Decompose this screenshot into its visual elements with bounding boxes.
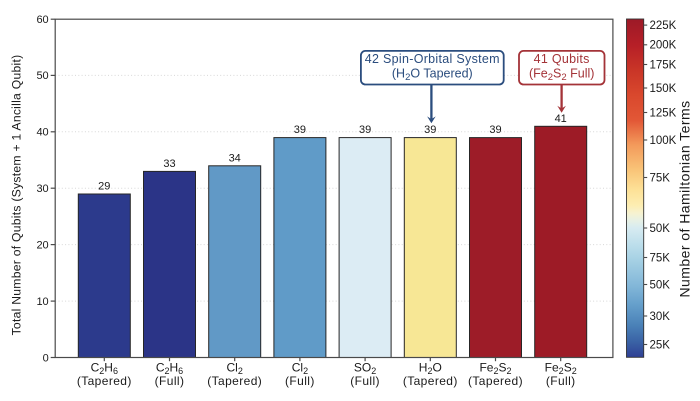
svg-text:(Full): (Full) <box>155 374 185 388</box>
svg-text:SO2: SO2 <box>354 361 376 377</box>
svg-text:34: 34 <box>229 152 241 164</box>
svg-text:41 Qubits: 41 Qubits <box>534 52 590 66</box>
svg-text:Fe2S2: Fe2S2 <box>545 361 577 377</box>
svg-text:(Full): (Full) <box>285 374 315 388</box>
svg-text:30: 30 <box>36 183 48 195</box>
svg-text:41: 41 <box>555 113 567 125</box>
svg-text:30K: 30K <box>650 311 671 323</box>
svg-text:C2H6: C2H6 <box>156 361 183 377</box>
svg-text:125K: 125K <box>650 107 677 119</box>
svg-text:(Tapered): (Tapered) <box>77 374 132 388</box>
svg-text:20: 20 <box>36 239 48 251</box>
svg-text:Number of Hamiltonian Terms: Number of Hamiltonian Terms <box>677 100 693 297</box>
svg-text:(Full): (Full) <box>546 374 576 388</box>
svg-text:(Full): (Full) <box>350 374 380 388</box>
svg-text:(Fe2S2 Full): (Fe2S2 Full) <box>529 67 594 84</box>
svg-text:10: 10 <box>36 296 48 308</box>
svg-text:150K: 150K <box>650 83 677 95</box>
svg-text:175K: 175K <box>650 59 677 71</box>
svg-text:(Tapered): (Tapered) <box>468 374 523 388</box>
svg-text:(H2O Tapered): (H2O Tapered) <box>392 67 473 84</box>
svg-text:39: 39 <box>424 124 436 136</box>
svg-text:40: 40 <box>36 127 48 139</box>
svg-text:75K: 75K <box>650 252 671 264</box>
svg-text:(Tapered): (Tapered) <box>207 374 262 388</box>
svg-text:H2O: H2O <box>419 361 442 377</box>
svg-text:29: 29 <box>98 181 110 193</box>
svg-text:75K: 75K <box>650 172 671 184</box>
svg-text:39: 39 <box>294 124 306 136</box>
svg-text:(Tapered): (Tapered) <box>403 374 458 388</box>
svg-text:50K: 50K <box>650 279 671 291</box>
svg-text:60: 60 <box>36 14 48 26</box>
svg-text:42 Spin-Orbital System: 42 Spin-Orbital System <box>365 52 500 66</box>
svg-text:200K: 200K <box>650 40 677 52</box>
svg-text:25K: 25K <box>650 339 671 351</box>
svg-text:225K: 225K <box>650 20 677 32</box>
svg-text:Fe2S2: Fe2S2 <box>479 361 511 377</box>
svg-text:39: 39 <box>359 124 371 136</box>
svg-text:100K: 100K <box>650 135 677 147</box>
svg-text:50: 50 <box>36 70 48 82</box>
svg-text:39: 39 <box>489 124 501 136</box>
svg-text:0: 0 <box>43 352 49 364</box>
svg-text:C2H6: C2H6 <box>91 361 118 377</box>
svg-text:Total Number of Qubits (System: Total Number of Qubits (System + 1 Ancil… <box>10 55 24 336</box>
svg-text:50K: 50K <box>650 223 671 235</box>
svg-text:33: 33 <box>163 158 175 170</box>
